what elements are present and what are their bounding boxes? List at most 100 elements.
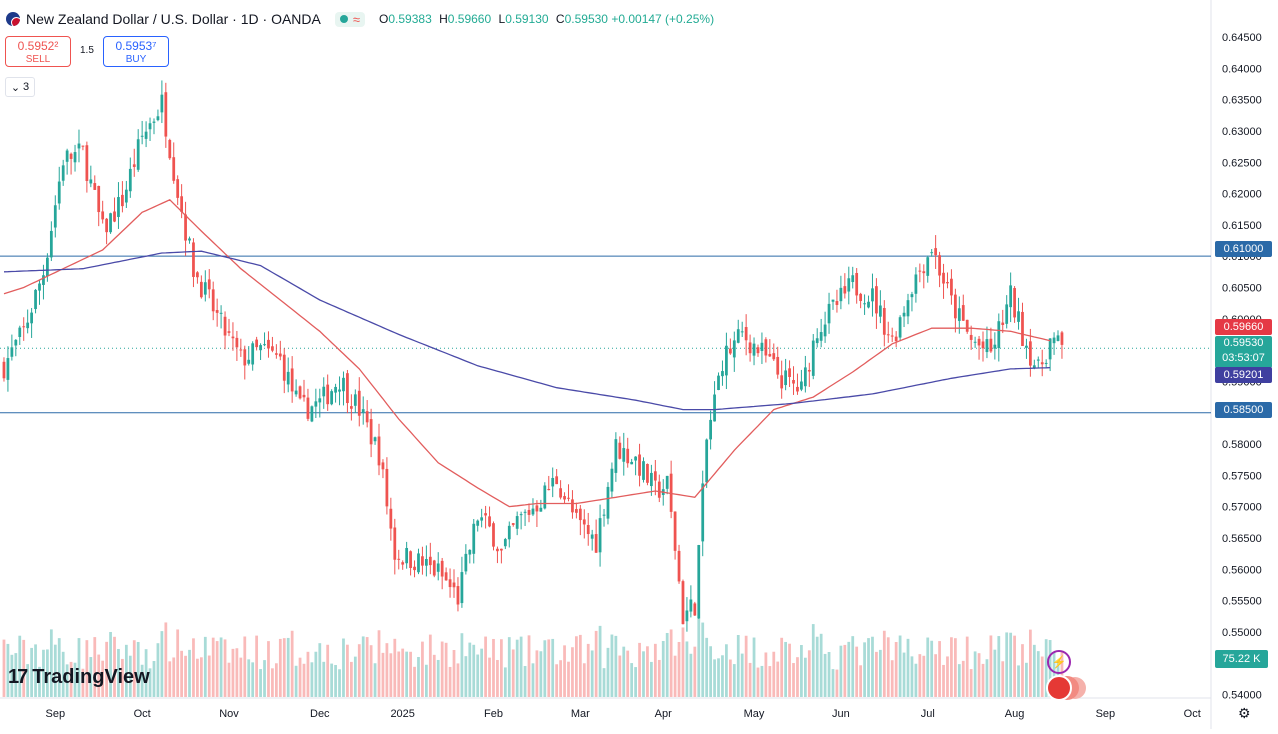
volume-bar xyxy=(665,632,669,697)
candle-body xyxy=(211,289,215,312)
volume-bar xyxy=(168,661,172,697)
candle-body xyxy=(69,153,73,159)
candle-body xyxy=(140,135,144,137)
candle-body xyxy=(610,468,614,492)
lightning-icon[interactable]: ⚡ xyxy=(1047,650,1071,674)
x-tick-label: 2025 xyxy=(390,708,414,720)
volume-bar xyxy=(488,657,491,697)
x-tick-label: Sep xyxy=(46,708,66,720)
candle-body xyxy=(689,599,693,612)
market-status[interactable]: ≈ xyxy=(334,11,366,27)
candle-body xyxy=(563,496,566,500)
buy-button[interactable]: 0.5953⁷ BUY xyxy=(103,36,169,67)
candle-body xyxy=(586,525,590,535)
candle-body xyxy=(807,369,811,372)
candle-body xyxy=(326,384,330,405)
candle-body xyxy=(555,476,559,485)
candle-body xyxy=(85,145,89,181)
volume-bar xyxy=(736,635,740,697)
candle-body xyxy=(736,329,740,343)
volume-bar xyxy=(511,649,515,697)
candle-body xyxy=(784,370,788,386)
candle-body xyxy=(515,516,519,529)
candle-body xyxy=(413,566,416,571)
volume-bar xyxy=(247,659,251,697)
candle-body xyxy=(484,513,487,516)
volume-bar xyxy=(559,660,562,697)
x-tick-label: Nov xyxy=(219,708,239,720)
candle-body xyxy=(788,368,791,377)
volume-bar xyxy=(898,635,902,697)
candle-body xyxy=(1036,359,1040,361)
candle-body xyxy=(1005,304,1009,324)
gear-icon[interactable]: ⚙ xyxy=(1238,705,1251,721)
volume-bar xyxy=(646,646,649,697)
volume-bar xyxy=(152,661,156,697)
volume-bar xyxy=(330,663,334,697)
volume-bar xyxy=(342,638,345,697)
volume-bar xyxy=(188,649,191,697)
candle-body xyxy=(409,551,412,568)
tradingview-logo[interactable]: 17 TradingView xyxy=(8,666,150,689)
volume-bar xyxy=(53,644,57,697)
candle-body xyxy=(2,361,6,379)
volume-bar xyxy=(618,655,622,697)
candle-body xyxy=(685,610,689,622)
volume-bar xyxy=(282,638,286,697)
volume-bar xyxy=(61,651,65,697)
candle-body xyxy=(768,353,772,357)
y-tick-label: 0.60500 xyxy=(1222,282,1262,294)
candle-body xyxy=(535,505,539,512)
indicators-toggle[interactable]: ⌄ 3 xyxy=(5,77,35,97)
volume-bar xyxy=(1005,632,1009,697)
candle-body xyxy=(1013,288,1016,318)
candle-body xyxy=(223,316,227,336)
volume-bar xyxy=(772,651,776,697)
flags-icon[interactable] xyxy=(1046,675,1072,701)
candle-body xyxy=(93,183,97,190)
candle-body xyxy=(851,275,855,283)
volume-bar xyxy=(69,661,73,697)
symbol-title[interactable]: New Zealand Dollar / U.S. Dollar · 1D · … xyxy=(26,11,321,27)
candle-body xyxy=(953,294,957,319)
volume-bar xyxy=(689,653,693,697)
volume-bar xyxy=(290,630,294,697)
ohlc-values: O0.59383 H0.59660 L0.59130 C0.59530 +0.0… xyxy=(379,12,715,26)
volume-bar xyxy=(590,650,594,697)
open-value: 0.59383 xyxy=(388,12,432,26)
moving-average-50[interactable] xyxy=(3,199,1051,508)
volume-bar xyxy=(235,648,239,697)
candle-body xyxy=(898,317,902,338)
y-tick-label: 0.64000 xyxy=(1222,63,1262,75)
volume-bar xyxy=(543,640,547,697)
candle-body xyxy=(961,305,965,321)
y-tick-label: 0.64500 xyxy=(1222,32,1262,44)
candle-body xyxy=(523,511,527,513)
sell-button[interactable]: 0.5952² SELL xyxy=(5,36,71,67)
volume-bar xyxy=(867,638,870,697)
candle-body xyxy=(819,332,823,341)
y-tick-label: 0.58000 xyxy=(1222,439,1262,451)
candle-body xyxy=(128,168,132,192)
volume-bar xyxy=(480,648,484,697)
change-value: +0.00147 (+0.25%) xyxy=(611,12,715,26)
volume-bar xyxy=(413,666,416,697)
volume-bar xyxy=(215,641,219,697)
candle-body xyxy=(1028,341,1032,366)
volume-bar xyxy=(571,647,574,697)
y-tick-label: 0.62500 xyxy=(1222,157,1262,169)
volume-bar xyxy=(507,637,511,697)
candle-body xyxy=(527,509,531,515)
candle-body xyxy=(46,257,49,277)
candle-body xyxy=(543,485,547,509)
candle-body xyxy=(101,211,105,220)
candle-body xyxy=(1052,337,1056,344)
x-tick-label: Jul xyxy=(921,708,935,720)
candle-body xyxy=(863,303,866,305)
volume-bar xyxy=(985,659,989,697)
volume-bar xyxy=(661,640,665,697)
moving-average-200[interactable] xyxy=(3,250,1051,411)
candle-body xyxy=(938,255,941,276)
